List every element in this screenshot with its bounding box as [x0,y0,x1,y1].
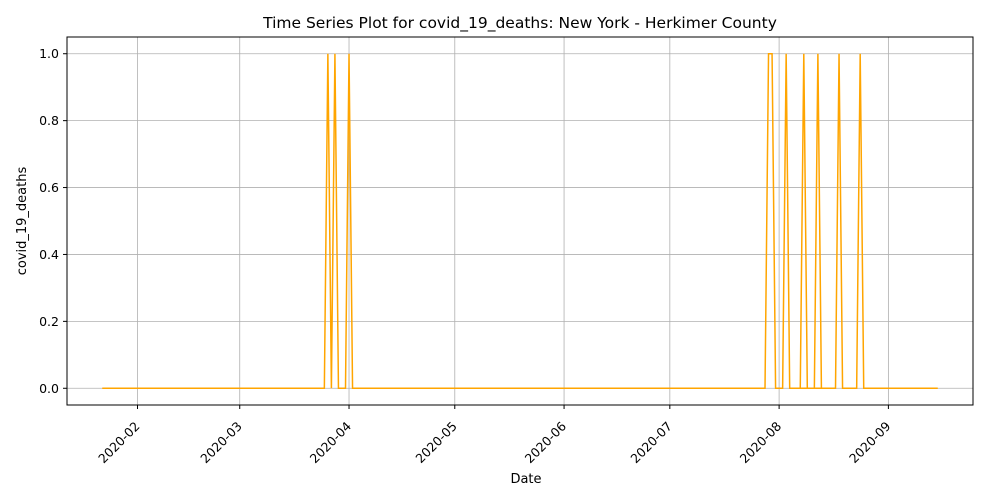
series-line-1 [799,53,823,390]
x-tick-label: 2020-02 [95,419,143,467]
x-tick-label: 2020-05 [412,419,460,467]
y-axis-label: covid_19_deaths [15,167,30,276]
x-tick-label: 2020-08 [737,418,785,466]
y-tick-label: 0.8 [39,113,59,128]
y-axis-ticks: 0.0 0.2 0.4 0.6 0.8 1.0 [39,46,67,396]
x-axis-ticks: 2020-02 2020-03 2020-04 2020-05 2020-06 2020-… [95,405,894,467]
series-line-0 [102,52,938,390]
y-tick-label: 1.0 [39,46,59,61]
x-tick-label: 2020-06 [522,418,570,466]
y-tick-label: 0.0 [39,381,59,396]
x-tick-label: 2020-07 [627,419,675,467]
x-tick-label: 2020-03 [197,419,245,467]
chart-title: Time Series Plot for covid_19_deaths: Ne… [262,14,777,33]
x-axis-label: Date [510,472,541,487]
series-lines [102,52,938,390]
x-tick-label: 2020-09 [846,418,894,466]
grid-lines [67,37,973,405]
y-tick-label: 0.2 [39,314,59,329]
y-tick-label: 0.4 [39,247,59,262]
plot-frame [66,36,974,406]
y-tick-label: 0.6 [39,180,59,195]
x-tick-label: 2020-04 [307,418,355,466]
